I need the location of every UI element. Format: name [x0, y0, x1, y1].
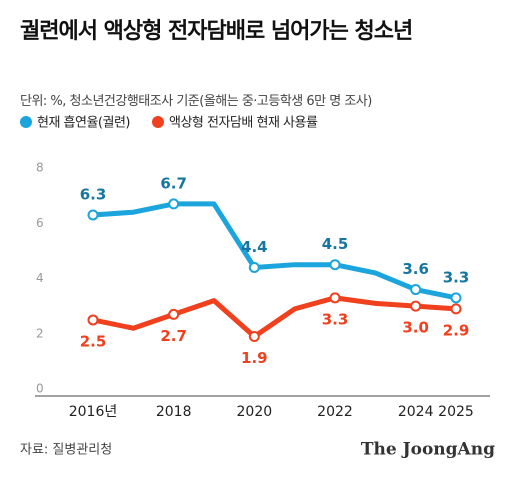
- value-label: 3.6: [402, 260, 429, 278]
- x-tick-label: 2022: [317, 404, 353, 420]
- chart-subtitle: 단위: %, 청소년건강행태조사 기준(올해는 중·고등학생 6만 명 조사): [20, 94, 372, 109]
- value-label: 4.5: [322, 235, 349, 253]
- value-label: 3.3: [443, 268, 470, 286]
- point: [410, 300, 422, 312]
- value-label: 2.7: [160, 327, 187, 345]
- x-tick-label: 2018: [156, 404, 192, 420]
- legend-marker: [20, 116, 32, 128]
- value-label: 1.9: [241, 349, 268, 367]
- value-label: 3.3: [322, 310, 349, 328]
- y-tick-label: 0: [36, 382, 44, 396]
- point: [450, 303, 462, 315]
- logo: The JoongAng: [361, 440, 495, 460]
- legend-marker: [152, 116, 164, 128]
- point: [248, 261, 260, 273]
- value-label: 6.3: [80, 185, 107, 203]
- line: [92, 201, 457, 301]
- x-tick-label: 2024: [398, 404, 434, 420]
- point: [168, 308, 180, 320]
- point: [410, 284, 422, 296]
- legend-label: 현재 흡연율(궐련): [37, 116, 130, 131]
- value-label: 2.5: [80, 332, 107, 350]
- point: [329, 259, 341, 271]
- point: [87, 209, 99, 221]
- x-tick-label: 2016년: [69, 404, 118, 420]
- source: 자료: 질병관리청: [20, 443, 112, 458]
- point: [87, 314, 99, 326]
- value-label: 6.7: [160, 174, 187, 192]
- y-tick-label: 8: [36, 161, 44, 175]
- y-tick-label: 6: [36, 216, 44, 230]
- x-tick-label: 2020: [237, 404, 273, 420]
- line: [92, 295, 457, 340]
- y-tick-label: 2: [36, 326, 44, 340]
- chart-title: 궐련에서 액상형 전자담배로 넘어가는 청소년: [20, 19, 413, 44]
- point: [450, 292, 462, 304]
- point: [329, 292, 341, 304]
- legend-label: 액상형 전자담배 현재 사용률: [169, 116, 318, 131]
- y-tick-label: 4: [36, 271, 44, 285]
- x-tick-label: 2025: [438, 404, 474, 420]
- point: [168, 198, 180, 210]
- point: [248, 331, 260, 343]
- value-label: 4.4: [241, 238, 268, 256]
- value-label: 3.0: [402, 319, 429, 337]
- value-label: 2.9: [443, 321, 470, 339]
